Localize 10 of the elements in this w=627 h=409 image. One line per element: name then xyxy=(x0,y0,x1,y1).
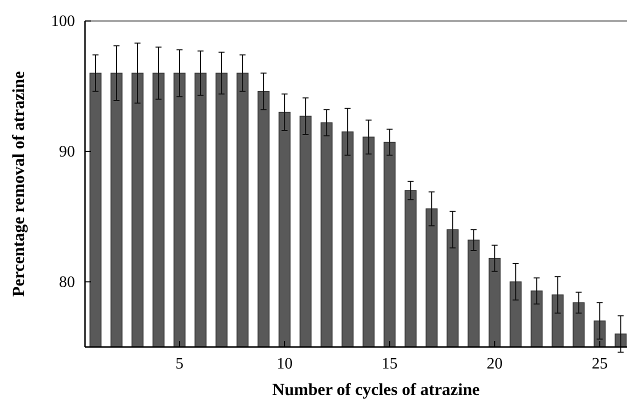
x-tick-label: 5 xyxy=(176,355,184,372)
y-axis-title: Percentage removal of atrazine xyxy=(9,70,28,297)
x-tick-label: 10 xyxy=(276,355,293,372)
y-tick-label: 100 xyxy=(51,13,75,30)
y-tick-label: 90 xyxy=(59,144,75,161)
x-tick-label: 15 xyxy=(382,355,398,372)
x-tick-label: 20 xyxy=(486,355,503,372)
x-axis-title: Number of cycles of atrazine xyxy=(272,380,480,399)
x-tick-label: 25 xyxy=(592,355,608,372)
y-tick-label: 80 xyxy=(59,274,75,291)
